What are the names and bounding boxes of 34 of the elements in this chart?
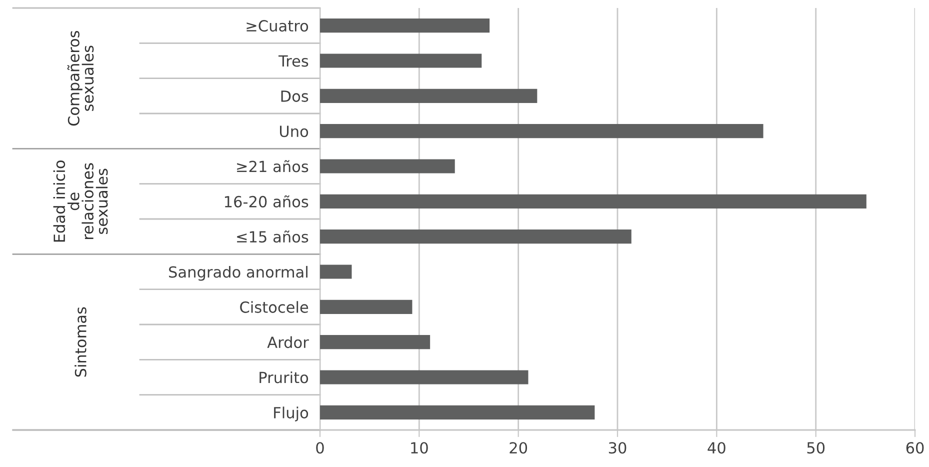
y-tick-label: 16-20 años: [224, 195, 308, 208]
y-tick-label: ≥Cuatro: [246, 20, 308, 32]
x-tick-label: 0: [316, 442, 324, 454]
x-tick-label: 30: [608, 442, 626, 454]
bar: [320, 370, 528, 384]
bar: [320, 159, 455, 174]
y-tick-label: Flujo: [274, 406, 308, 422]
text: Sintomas: [74, 307, 86, 377]
bar: [320, 264, 352, 279]
bar: [320, 230, 632, 244]
x-tick-label: 60: [906, 442, 924, 454]
bar: [320, 300, 412, 314]
x-tick-label: 10: [411, 442, 428, 454]
bar: [320, 124, 764, 138]
bar: [320, 88, 538, 103]
bar: [320, 54, 482, 68]
y-tick-label: Prurito: [260, 371, 308, 384]
x-tick-label: 40: [708, 442, 726, 454]
bar: [320, 335, 430, 350]
y-tick-label: Dos: [281, 90, 308, 102]
y-tick-label: Ardor: [267, 336, 309, 348]
x-tick-label: 20: [510, 442, 528, 454]
text: Edad inicio de relaciones sexuales: [53, 160, 108, 242]
y-tick-label: Sangrado anormal: [169, 266, 308, 281]
y-tick-label: Tres: [278, 55, 308, 67]
bar: [320, 18, 490, 33]
y-tick-label: ≤15 años: [237, 230, 308, 243]
y-tick-label: Cistocele: [240, 301, 308, 313]
text: Compañeros sexuales: [67, 30, 94, 126]
y-tick-label: Uno: [280, 126, 308, 138]
bar: [320, 405, 595, 420]
y-tick-label: ≥21 años: [237, 160, 308, 172]
x-tick-label: 50: [807, 442, 825, 454]
bar: [320, 194, 866, 208]
